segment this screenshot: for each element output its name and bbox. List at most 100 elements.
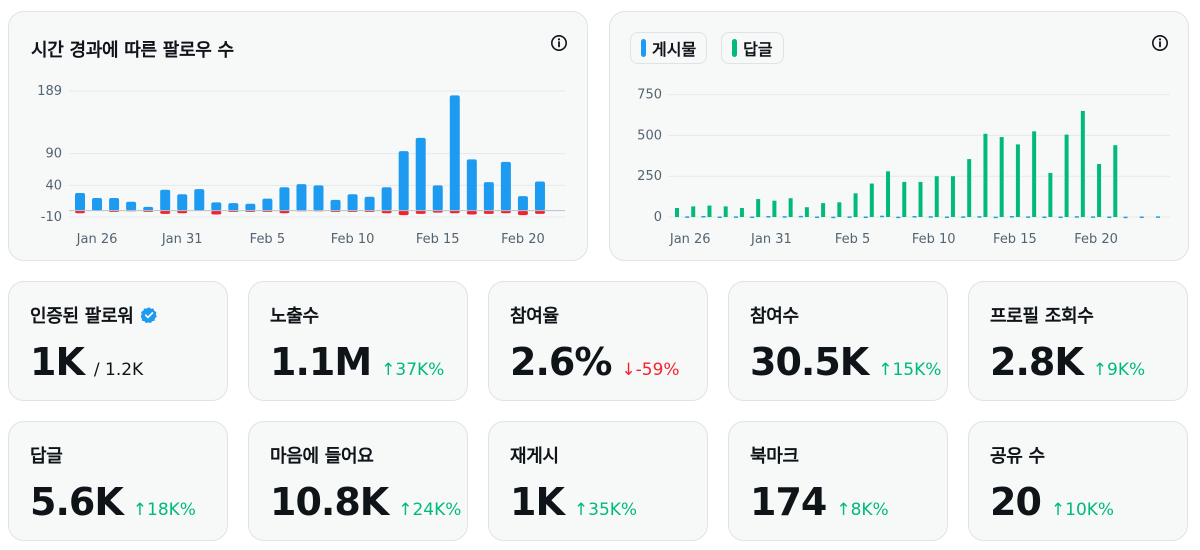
stat-value: 1K xyxy=(510,480,565,524)
follower-gain-bar xyxy=(517,196,528,211)
follower-gain-bar xyxy=(398,151,409,211)
follower-gain-bar xyxy=(75,192,85,211)
follower-gain-bar xyxy=(279,187,290,211)
post-bar xyxy=(847,216,852,218)
y-tick-label: -10 xyxy=(41,210,62,225)
post-bar xyxy=(944,216,949,219)
y-tick-label: 40 xyxy=(45,178,62,193)
reply-bar xyxy=(902,181,907,217)
stat-change: ↑37K% xyxy=(381,360,445,380)
follower-gain-bar xyxy=(432,185,443,211)
legend-replies[interactable]: 답글 xyxy=(721,32,784,64)
follower-gain-bar xyxy=(228,203,239,211)
stat-card-bookmarks[interactable]: 북마크 174 ↑8K% xyxy=(728,421,948,541)
post-bar xyxy=(993,216,998,219)
post-bar xyxy=(1123,216,1128,219)
follower-loss-bar xyxy=(466,210,477,215)
stat-change: ↑8K% xyxy=(836,500,889,520)
legend-posts-label: 게시물 xyxy=(652,40,697,59)
follower-gain-bar xyxy=(449,95,460,211)
followers-chart-card: 시간 경과에 따른 팔로우 수 -10 40 90 189 Jan 26 Jan 31 Fe… xyxy=(8,11,588,261)
legend-replies-swatch xyxy=(732,39,738,57)
follower-gain-bar xyxy=(245,203,256,211)
post-bar xyxy=(701,216,706,218)
follower-gain-bar xyxy=(296,184,307,211)
stat-card-impressions[interactable]: 노출수 1.1M ↑37K% xyxy=(248,281,468,401)
x-tick-label: Jan 31 xyxy=(161,232,203,247)
stat-label: 노출수 xyxy=(270,306,319,327)
y-tick-label: 0 xyxy=(654,210,662,225)
stat-value: 20 xyxy=(990,480,1042,524)
post-bar xyxy=(733,216,738,218)
follower-loss-bar xyxy=(177,210,188,214)
follower-gain-bar xyxy=(126,201,137,211)
post-bar xyxy=(912,216,917,218)
reply-bar xyxy=(837,202,842,217)
stat-label: 참여율 xyxy=(510,306,559,327)
reply-bar xyxy=(804,207,809,217)
x-tick-label: Feb 15 xyxy=(416,232,460,247)
follower-gain-bar xyxy=(143,206,154,211)
post-bar xyxy=(798,215,803,218)
reply-bar xyxy=(1064,134,1069,217)
follower-loss-bar xyxy=(534,210,545,214)
y-tick-label: 500 xyxy=(637,128,662,143)
follower-gain-bar xyxy=(177,194,188,211)
follower-gain-bar xyxy=(483,182,494,211)
reply-bar xyxy=(756,199,761,217)
stat-card-engagements[interactable]: 참여수 30.5K ↑15K% xyxy=(728,281,948,401)
follower-loss-bar xyxy=(483,210,494,214)
stat-card-likes[interactable]: 마음에 들어요 10.8K ↑24K% xyxy=(248,421,468,541)
follower-gain-bar xyxy=(160,189,171,211)
stat-card-engagement-rate[interactable]: 참여율 2.6% ↓-59% xyxy=(488,281,708,401)
follower-gain-bar xyxy=(330,199,341,211)
post-bar xyxy=(896,216,901,219)
y-tick-label: 189 xyxy=(37,84,62,99)
post-bar xyxy=(880,215,885,218)
reply-bar xyxy=(675,208,679,217)
reply-bar xyxy=(853,193,858,217)
reply-bar xyxy=(983,133,988,217)
x-tick-label: Feb 15 xyxy=(993,232,1037,247)
follower-loss-bar xyxy=(517,210,528,216)
stat-card-profile-visits[interactable]: 프로필 조회수 2.8K ↑9K% xyxy=(968,281,1188,401)
stat-value: 2.6% xyxy=(510,340,612,384)
stat-card-reposts[interactable]: 재게시 1K ↑35K% xyxy=(488,421,708,541)
y-tick-label: 250 xyxy=(637,169,662,184)
follower-gain-bar xyxy=(211,202,222,211)
reply-bar xyxy=(1048,172,1053,217)
stat-card-shares[interactable]: 공유 수 20 ↑10K% xyxy=(968,421,1188,541)
legend-posts[interactable]: 게시물 xyxy=(630,32,708,64)
x-tick-label: Feb 20 xyxy=(1074,232,1118,247)
stat-label: 프로필 조회수 xyxy=(990,306,1094,327)
x-tick-label: Feb 10 xyxy=(331,232,375,247)
chart-legend: 게시물 답글 xyxy=(630,32,784,64)
post-bar xyxy=(766,216,771,218)
post-bar xyxy=(1107,216,1112,219)
post-bar xyxy=(1042,216,1047,219)
follower-loss-bar xyxy=(398,210,409,216)
info-icon[interactable] xyxy=(550,34,568,52)
posts-replies-chart: 0 250 500 750 Jan 26 Jan 31 Feb 5 Feb 10 Feb 15 F… xyxy=(637,88,1170,247)
post-bar xyxy=(1139,216,1144,219)
info-icon[interactable] xyxy=(1151,34,1169,52)
post-bar xyxy=(1058,216,1063,219)
reply-bar xyxy=(1015,144,1020,217)
post-bar xyxy=(1009,216,1014,218)
stat-value: 1K xyxy=(30,340,85,384)
post-bar xyxy=(1074,216,1079,218)
follower-gain-bar xyxy=(109,198,120,211)
stat-value: 1.1M xyxy=(270,340,372,384)
stat-card-verified-followers[interactable]: 인증된 팔로워 1K / 1.2K xyxy=(8,281,228,401)
reply-bar xyxy=(723,206,728,217)
follower-loss-bar xyxy=(449,210,460,214)
follower-loss-bar xyxy=(500,210,511,214)
reply-bar xyxy=(772,200,777,217)
stat-card-replies[interactable]: 답글 5.6K ↑18K% xyxy=(8,421,228,541)
post-bar xyxy=(863,216,868,219)
stat-label: 참여수 xyxy=(750,306,799,327)
stat-total: / 1.2K xyxy=(93,360,144,380)
reply-bar xyxy=(869,183,874,217)
post-bar xyxy=(1026,216,1031,218)
reply-bar xyxy=(967,159,972,217)
